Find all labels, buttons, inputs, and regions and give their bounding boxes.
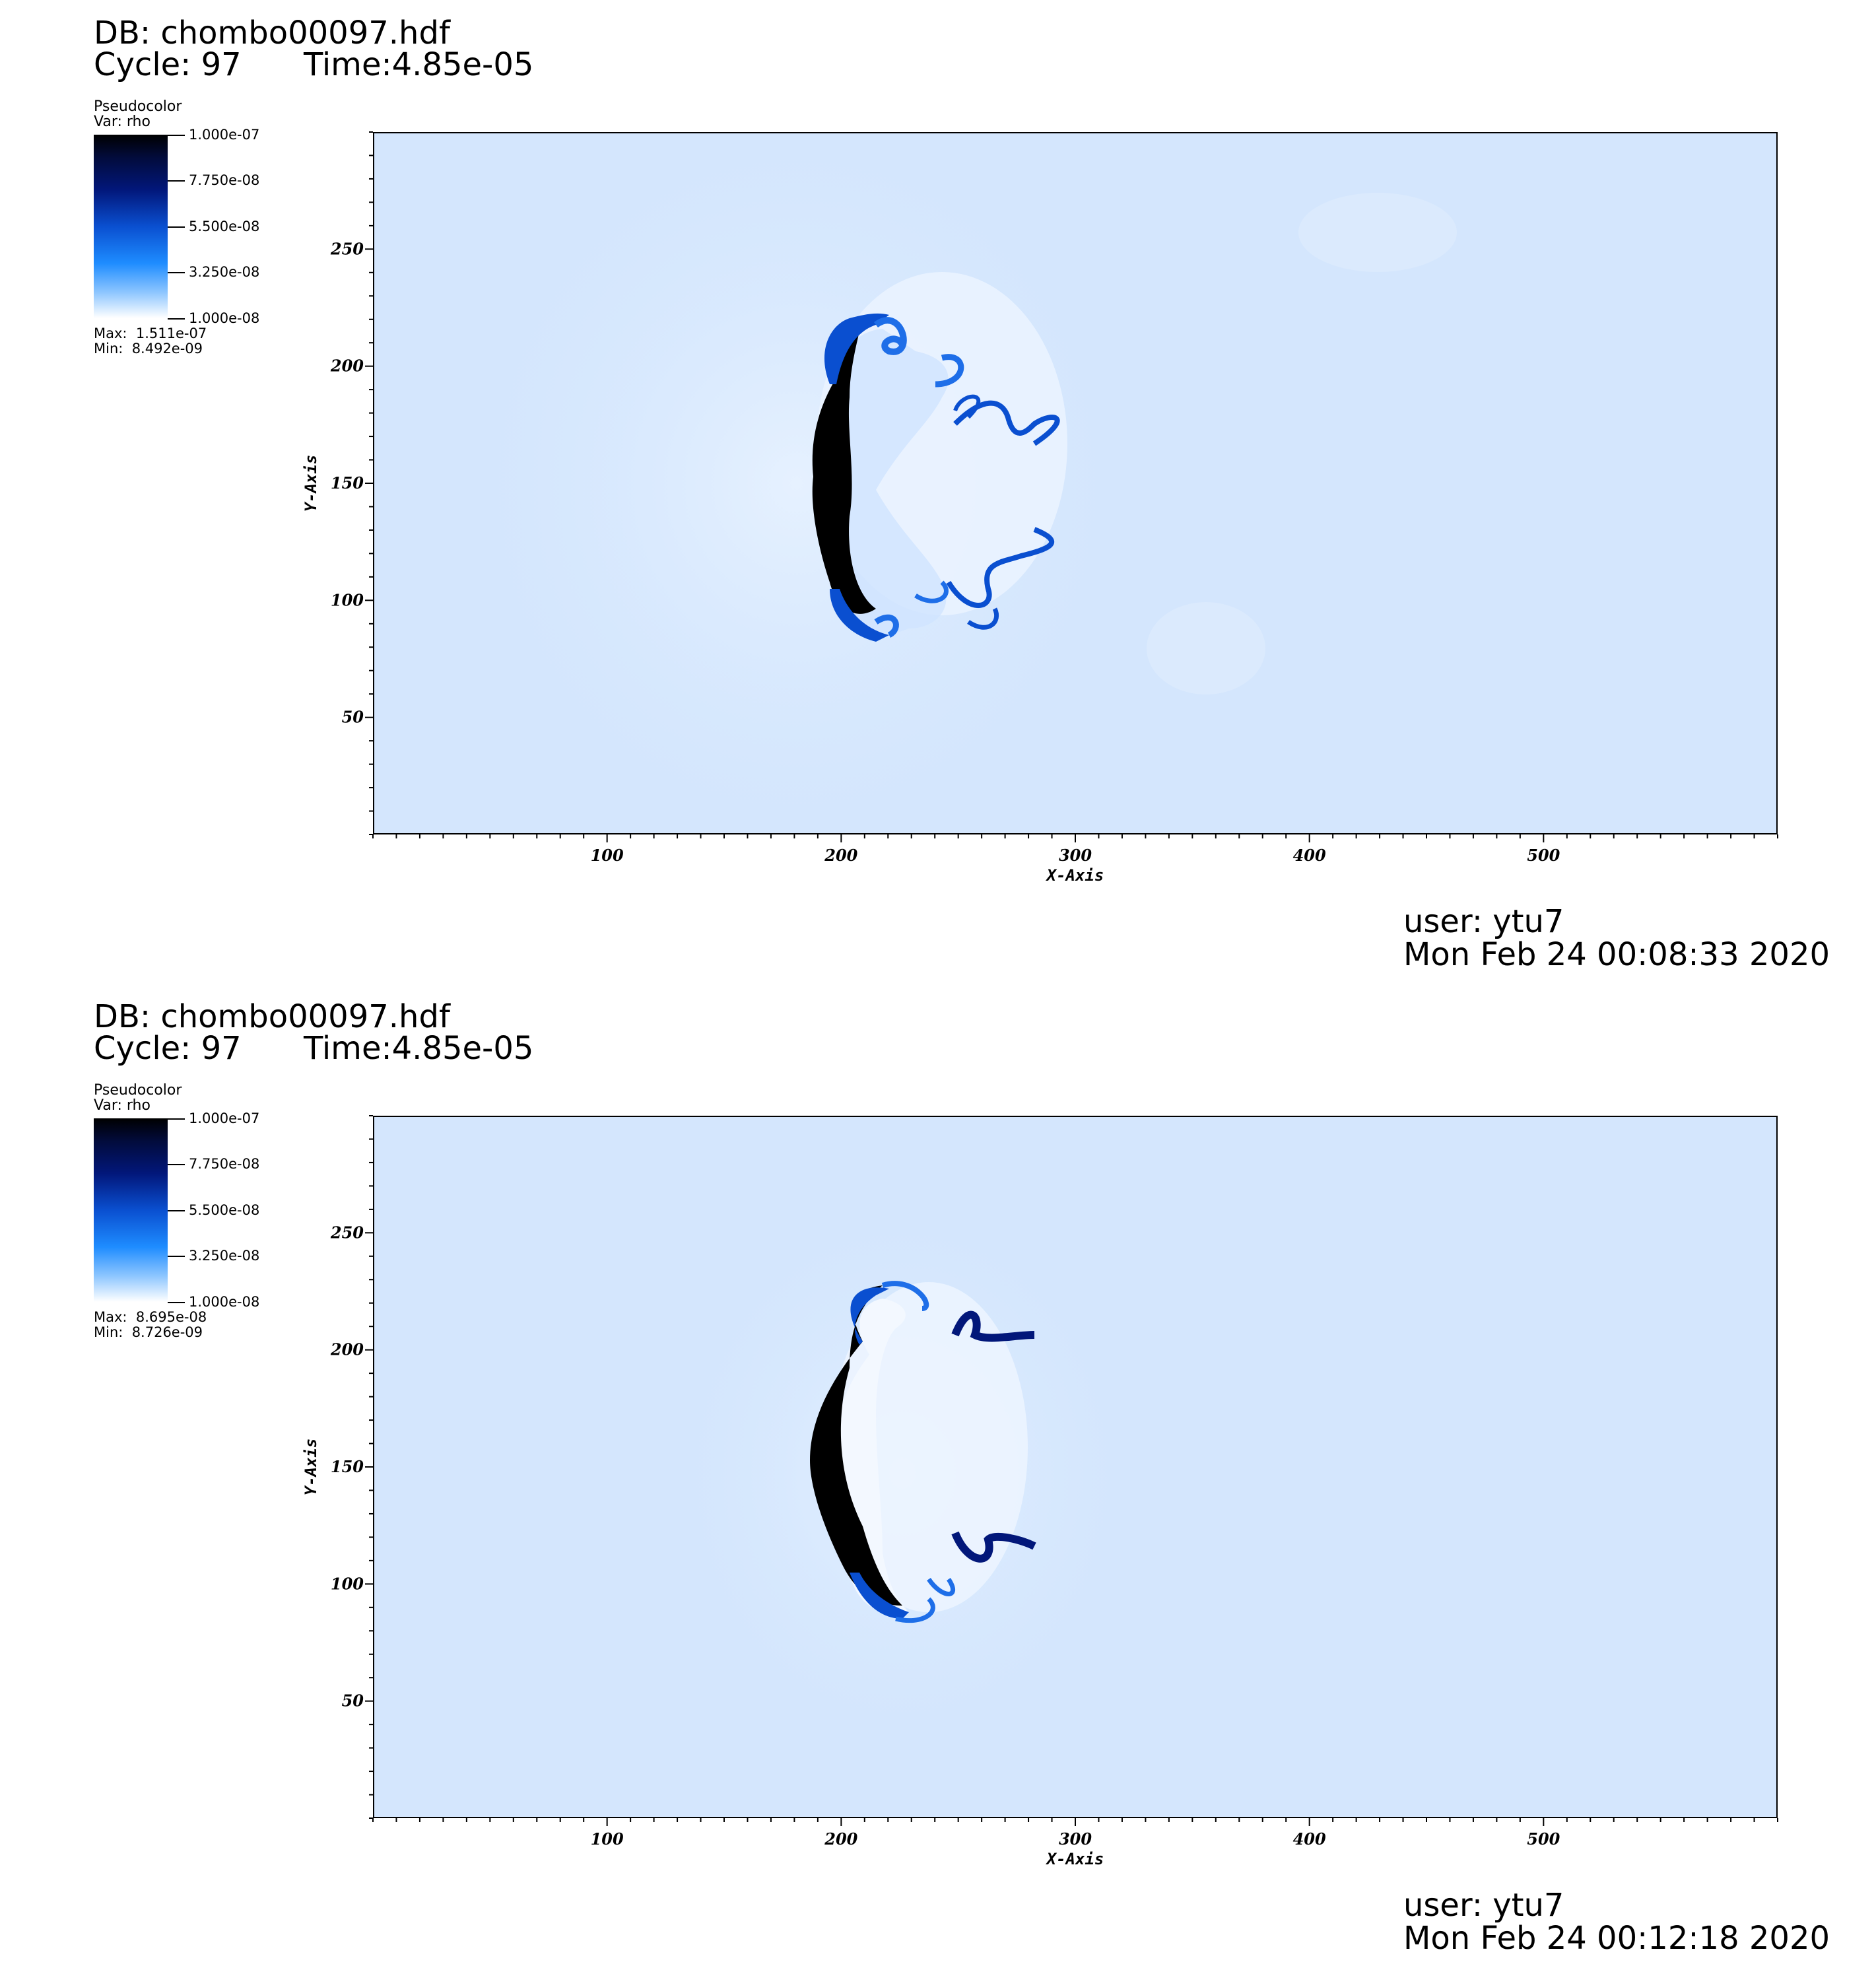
vortex-curl bbox=[967, 607, 999, 630]
database-label: DB: chombo00097.hdf bbox=[94, 15, 450, 51]
colorbar-tick-label: 5.500e-08 bbox=[189, 1202, 260, 1218]
y-tick-label: 100 bbox=[331, 590, 364, 609]
user-label: user: ytu7 bbox=[1403, 1887, 1564, 1924]
x-tick-label: 400 bbox=[1293, 846, 1326, 865]
vortex-curl bbox=[895, 1597, 935, 1623]
bubble-shell bbox=[827, 329, 949, 638]
legend-max: Max: 8.695e-08 bbox=[94, 1309, 207, 1325]
plot-panel-2: DB: chombo00097.hdf Cycle: 97 Time:4.85e… bbox=[0, 984, 1876, 1967]
plot-area bbox=[373, 132, 1778, 834]
y-tick-label: 150 bbox=[331, 1457, 364, 1476]
vortex-curl bbox=[951, 1531, 1036, 1563]
time-label: Time:4.85e-05 bbox=[304, 46, 534, 83]
colorbar-tick-label: 7.750e-08 bbox=[189, 172, 260, 188]
x-tick-label: 400 bbox=[1293, 1829, 1326, 1849]
time-label: Time:4.85e-05 bbox=[304, 1030, 534, 1067]
colorbar-tick-label: 1.000e-08 bbox=[189, 310, 260, 326]
cycle-label: Cycle: 97 bbox=[94, 46, 242, 83]
colorbar-tick-label: 3.250e-08 bbox=[189, 1248, 260, 1264]
density-field bbox=[374, 133, 1776, 833]
x-tick-label: 200 bbox=[824, 846, 857, 865]
colorbar-tick-label: 1.000e-08 bbox=[189, 1294, 260, 1310]
front-edge bbox=[830, 589, 889, 642]
y-axis-title: Y-Axis bbox=[302, 1439, 320, 1496]
plot-panel-1: DB: chombo00097.hdf Cycle: 97 Time:4.85e… bbox=[0, 0, 1876, 984]
x-axis-title: X-Axis bbox=[1046, 866, 1104, 885]
x-axis-title: X-Axis bbox=[1046, 1850, 1104, 1868]
vortex-curl bbox=[953, 400, 1060, 446]
vortex-curl bbox=[874, 317, 907, 355]
colorbar-tick-label: 1.000e-07 bbox=[189, 1110, 260, 1126]
colorbar-tick bbox=[168, 135, 185, 136]
vortex-curl bbox=[935, 354, 964, 388]
colorbar-tick bbox=[168, 1164, 185, 1165]
y-tick-label: 100 bbox=[331, 1574, 364, 1593]
vortex-curl bbox=[927, 1577, 955, 1596]
y-tick-label: 50 bbox=[342, 1691, 364, 1711]
front-edge bbox=[850, 1573, 909, 1619]
colorbar-tick bbox=[168, 1118, 185, 1120]
y-tick-label: 250 bbox=[330, 1223, 364, 1242]
x-tick-label: 200 bbox=[824, 1829, 857, 1849]
colorbar-tick bbox=[168, 272, 185, 273]
x-tick-label: 100 bbox=[591, 846, 624, 865]
y-tick-label: 200 bbox=[330, 357, 364, 376]
vortex-curl bbox=[953, 394, 981, 419]
colorbar-tick-label: 3.250e-08 bbox=[189, 264, 260, 280]
legend-variable: Var: rho bbox=[94, 1097, 151, 1114]
colorbar-tick bbox=[168, 1256, 185, 1257]
cycle-label: Cycle: 97 bbox=[94, 1030, 242, 1067]
date-label: Mon Feb 24 00:08:33 2020 bbox=[1403, 936, 1830, 973]
legend-min: Min: 8.726e-09 bbox=[94, 1324, 203, 1340]
legend-title: Pseudocolor bbox=[94, 1082, 182, 1099]
x-tick-label: 100 bbox=[591, 1829, 624, 1849]
colorbar-tick-label: 1.000e-07 bbox=[189, 127, 260, 143]
x-tick-label: 300 bbox=[1059, 1829, 1092, 1849]
legend-max: Max: 1.511e-07 bbox=[94, 325, 207, 341]
x-tick-label: 500 bbox=[1527, 846, 1560, 865]
axes-layer-1: 100 200 300 400 500 50 100 150 200 250 X-Axis Y-Axi… bbox=[302, 131, 1778, 885]
y-tick-label: 200 bbox=[330, 1340, 364, 1359]
legend-min: Min: 8.492e-09 bbox=[94, 341, 203, 357]
vortex-curl bbox=[946, 527, 1054, 608]
colorbar bbox=[94, 1118, 168, 1302]
y-axis-title: Y-Axis bbox=[302, 455, 320, 512]
colorbar-tick-label: 5.500e-08 bbox=[189, 219, 260, 234]
plot-area bbox=[373, 1116, 1778, 1818]
date-label: Mon Feb 24 00:12:18 2020 bbox=[1403, 1920, 1830, 1957]
colorbar-tick bbox=[168, 226, 185, 228]
front-edge bbox=[850, 1287, 889, 1345]
legend-variable: Var: rho bbox=[94, 114, 151, 130]
dense-front bbox=[812, 318, 876, 614]
density-field bbox=[374, 1117, 1776, 1817]
colorbar-tick bbox=[168, 1210, 185, 1211]
vortex-curl bbox=[951, 1310, 1035, 1342]
colorbar-tick bbox=[168, 318, 185, 320]
database-label: DB: chombo00097.hdf bbox=[94, 998, 450, 1035]
colorbar-tick-label: 7.750e-08 bbox=[189, 1156, 260, 1172]
y-tick-label: 150 bbox=[331, 473, 364, 493]
dense-front bbox=[810, 1285, 902, 1606]
colorbar-tick bbox=[168, 180, 185, 182]
y-tick-label: 50 bbox=[342, 708, 364, 727]
x-tick-label: 300 bbox=[1059, 846, 1092, 865]
vortex-curl bbox=[874, 614, 899, 638]
x-tick-label: 500 bbox=[1527, 1829, 1560, 1849]
colorbar-tick bbox=[168, 1302, 185, 1303]
front-edge bbox=[824, 313, 889, 384]
legend-title: Pseudocolor bbox=[94, 98, 182, 115]
field-patch bbox=[1298, 193, 1457, 272]
vortex-curl bbox=[881, 1281, 929, 1311]
field-patch bbox=[1147, 602, 1265, 695]
axes-layer-2: 100 200 300 400 500 50 100 150 200 250 X-Axis Y-Axi… bbox=[302, 1115, 1778, 1868]
user-label: user: ytu7 bbox=[1403, 903, 1564, 940]
colorbar bbox=[94, 135, 168, 318]
y-tick-label: 250 bbox=[330, 239, 364, 258]
vortex-curl bbox=[914, 580, 949, 603]
